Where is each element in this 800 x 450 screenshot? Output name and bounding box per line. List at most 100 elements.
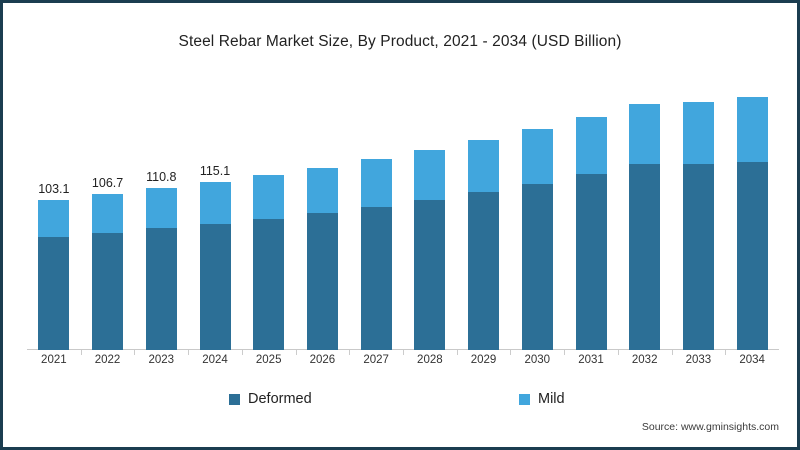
- bar-group[interactable]: [306, 73, 338, 350]
- x-axis-tick: [671, 350, 673, 355]
- bar-segment-mild[interactable]: [199, 182, 231, 224]
- x-axis-tick: [241, 350, 243, 355]
- x-axis-label-2030: 2030: [524, 354, 551, 366]
- bar-group[interactable]: [414, 73, 446, 350]
- bar-segment-deformed[interactable]: [414, 199, 446, 350]
- bar-segment-mild[interactable]: [629, 104, 661, 164]
- bar-value-label: 103.1: [38, 181, 70, 196]
- source-note: Source: www.gminsights.com: [641, 421, 779, 433]
- chart-title: Steel Rebar Market Size, By Product, 202…: [178, 33, 622, 50]
- bar-segment-deformed[interactable]: [736, 161, 768, 350]
- bar-group[interactable]: [682, 73, 714, 350]
- stacked-bar[interactable]: [360, 159, 392, 350]
- bar-segment-deformed[interactable]: [199, 223, 231, 350]
- bar-group[interactable]: 106.7: [92, 73, 123, 350]
- bar-value-label: 110.8: [146, 170, 177, 185]
- bar-segment-deformed[interactable]: [38, 236, 70, 350]
- x-axis-label-2028: 2028: [417, 354, 443, 366]
- x-axis-line: [27, 349, 779, 350]
- stacked-bar[interactable]: [92, 194, 124, 350]
- x-axis-tick: [456, 350, 458, 355]
- x-axis-tick: [725, 350, 727, 355]
- stacked-bar[interactable]: [414, 150, 446, 350]
- legend-item-deformed[interactable]: Deformed: [229, 391, 312, 407]
- stacked-bar[interactable]: [306, 167, 338, 350]
- bar-segment-deformed[interactable]: [468, 192, 500, 350]
- plot-area: 103.1 106.7 110.8 115.1: [27, 73, 779, 355]
- bar-segment-deformed[interactable]: [360, 206, 392, 350]
- bar-segment-mild[interactable]: [521, 129, 553, 184]
- x-axis-label-2024: 2024: [202, 354, 228, 366]
- legend-swatch-deformed-icon: [229, 393, 240, 405]
- bar-segment-mild[interactable]: [92, 194, 124, 233]
- chart-legend: Deformed Mild: [3, 391, 797, 415]
- bar-segment-deformed[interactable]: [306, 212, 338, 350]
- bar-segment-mild[interactable]: [360, 159, 392, 207]
- bar-group[interactable]: 103.1: [38, 73, 69, 350]
- x-axis-label-2023: 2023: [148, 354, 175, 366]
- x-axis-label-2027: 2027: [363, 354, 389, 366]
- x-axis-tick: [617, 350, 619, 355]
- legend-label-deformed: Deformed: [248, 391, 312, 407]
- stacked-bar[interactable]: [468, 140, 500, 350]
- bar-segment-deformed[interactable]: [253, 218, 285, 350]
- stacked-bar[interactable]: [575, 117, 607, 350]
- bar-segment-deformed[interactable]: [92, 232, 124, 350]
- legend-item-mild[interactable]: Mild: [519, 391, 565, 407]
- bar-group[interactable]: [360, 73, 392, 350]
- x-axis-tick: [510, 350, 512, 355]
- x-axis-tick: [564, 350, 566, 355]
- bar-segment-deformed[interactable]: [682, 163, 714, 350]
- bar-group[interactable]: [253, 73, 285, 350]
- bar-segment-deformed[interactable]: [629, 163, 661, 350]
- x-axis-tick: [188, 350, 190, 355]
- bar-value-label: 115.1: [199, 164, 231, 179]
- bar-group[interactable]: [629, 73, 661, 350]
- x-axis-label-2021: 2021: [41, 354, 67, 366]
- x-axis-tick: [403, 350, 404, 355]
- stacked-bar[interactable]: [736, 96, 768, 350]
- bar-group[interactable]: [468, 73, 500, 350]
- bar-segment-mild[interactable]: [414, 150, 446, 200]
- bar-segment-mild[interactable]: [682, 101, 714, 164]
- bar-group[interactable]: [575, 73, 607, 350]
- stacked-bar[interactable]: [629, 104, 661, 350]
- bar-segment-deformed[interactable]: [575, 174, 607, 350]
- x-axis-label-2029: 2029: [470, 354, 497, 366]
- legend-label-mild: Mild: [538, 391, 565, 407]
- bar-segment-mild[interactable]: [575, 117, 607, 175]
- x-axis-label-2025: 2025: [255, 354, 282, 366]
- bar-segment-deformed[interactable]: [145, 228, 177, 350]
- stacked-bar[interactable]: [682, 101, 714, 350]
- x-axis-label-2031: 2031: [578, 354, 604, 366]
- legend-swatch-mild-icon: [519, 393, 530, 405]
- x-axis-label-2026: 2026: [309, 354, 336, 366]
- stacked-bar[interactable]: [253, 175, 285, 350]
- bar-segment-mild[interactable]: [306, 167, 338, 213]
- x-axis-label-2032: 2032: [631, 354, 658, 366]
- bar-value-label: 106.7: [91, 176, 124, 191]
- stacked-bar[interactable]: [145, 188, 177, 350]
- bar-segment-mild[interactable]: [38, 199, 70, 237]
- stacked-bar[interactable]: [199, 182, 231, 350]
- bar-segment-mild[interactable]: [253, 175, 285, 219]
- bar-group[interactable]: [736, 73, 768, 350]
- x-axis-tick: [134, 350, 136, 355]
- bar-segment-mild[interactable]: [736, 96, 768, 162]
- bar-group[interactable]: [521, 73, 553, 350]
- stacked-bar[interactable]: [38, 199, 70, 350]
- x-axis-label-2034: 2034: [739, 354, 765, 366]
- bar-group[interactable]: 110.8: [145, 73, 177, 350]
- x-axis-label-2022: 2022: [94, 354, 121, 366]
- bar-segment-deformed[interactable]: [521, 183, 553, 350]
- x-axis-label-2033: 2033: [685, 354, 712, 366]
- x-axis-tick: [349, 350, 351, 355]
- bar-segment-mild[interactable]: [468, 140, 500, 193]
- x-axis-tick: [80, 350, 82, 355]
- bar-group[interactable]: 115.1: [199, 73, 231, 350]
- x-axis-tick: [295, 350, 297, 355]
- stacked-bar[interactable]: [521, 129, 553, 350]
- x-axis-tick-labels: 2021 2022 2023 2024 2025 2026 2027 2028 2029 2030…: [27, 354, 779, 374]
- bar-segment-mild[interactable]: [145, 188, 177, 229]
